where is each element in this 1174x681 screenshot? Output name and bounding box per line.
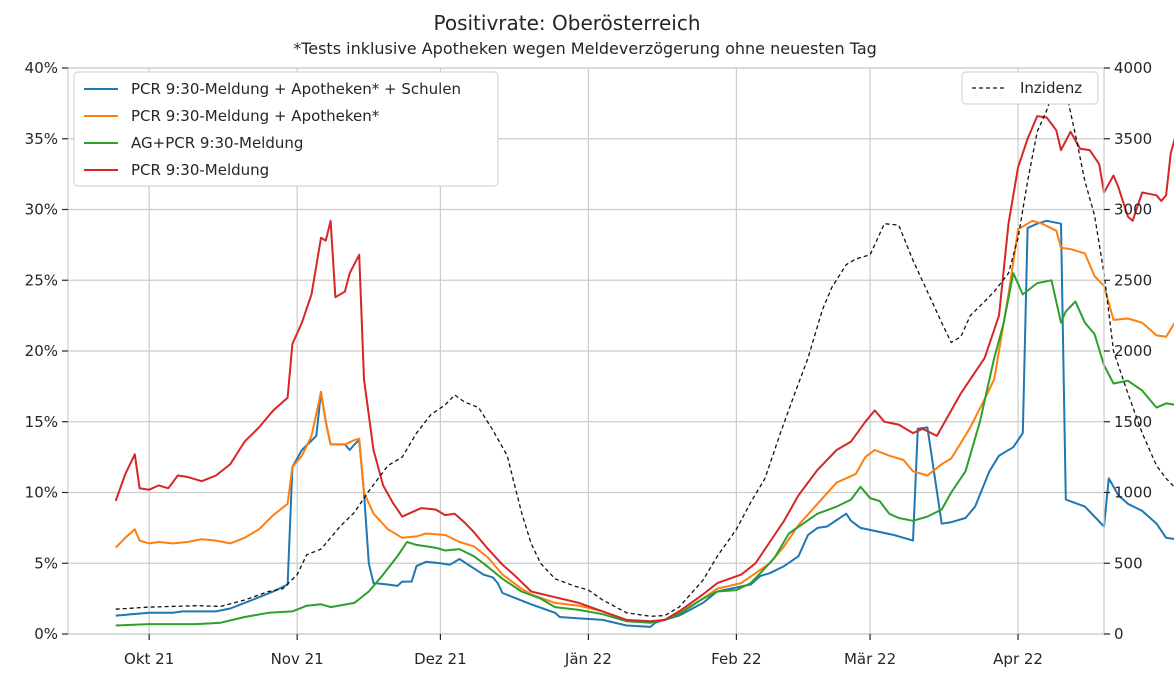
legend-left-box [73, 71, 499, 187]
x-tick-label: Jän 22 [564, 650, 612, 668]
series-line-3 [115, 272, 1174, 627]
chart-subtitle: *Tests inklusive Apotheken wegen Meldeve… [293, 39, 877, 58]
x-tick-label: Dez 21 [414, 650, 467, 668]
y-left-tick-label: 30% [25, 201, 58, 219]
y-left-tick-label: 0% [34, 625, 58, 643]
x-tick-label: Mär 22 [844, 650, 896, 668]
legend-right-box [961, 71, 1099, 105]
y-right-tick-label: 0 [1114, 625, 1124, 643]
y-left-tick-label: 10% [25, 484, 58, 502]
legend-left-label-4: PCR 9:30-Meldung [131, 161, 269, 179]
y-right-tick-label: 3500 [1114, 130, 1152, 148]
legend-right: Inzidenz [961, 71, 1099, 105]
y-left-tick-label: 40% [25, 59, 58, 77]
x-tick-label: Okt 21 [124, 650, 174, 668]
y-right-tick-label: 1000 [1114, 484, 1152, 502]
y-right-tick-label: 2000 [1114, 342, 1152, 360]
legend-left-label-1: PCR 9:30-Meldung + Apotheken* + Schulen [131, 80, 461, 98]
y-right-tick-label: 4000 [1114, 59, 1152, 77]
legend-left: PCR 9:30-Meldung + Apotheken* + Schulen P… [73, 71, 499, 187]
x-tick-label: Feb 22 [711, 650, 761, 668]
legend-left-label-3: AG+PCR 9:30-Meldung [131, 134, 303, 152]
y-left-tick-label: 25% [25, 271, 58, 289]
x-tick-label: Nov 21 [271, 650, 324, 668]
y-right-tick-label: 2500 [1114, 271, 1152, 289]
legend-right-label: Inzidenz [1020, 79, 1082, 97]
y-left-tick-label: 20% [25, 342, 58, 360]
y-right-tick-label: 1500 [1114, 413, 1152, 431]
legend-left-label-2: PCR 9:30-Meldung + Apotheken* [131, 107, 380, 125]
series-line-4 [114, 115, 1174, 623]
y-left-tick-label: 35% [25, 130, 58, 148]
tick-layer: 0% 0 5% 500 10% 1000 15% 1500 20% 2000 25% 2500 30% 3… [25, 59, 1153, 668]
y-left-tick-label: 5% [34, 554, 58, 572]
series-line-5 [115, 81, 1174, 617]
chart-title: Positivrate: Oberösterreich [433, 11, 700, 35]
series-layer [114, 81, 1174, 628]
y-right-tick-label: 3000 [1114, 201, 1152, 219]
y-left-tick-label: 15% [25, 413, 58, 431]
x-tick-label: Apr 22 [993, 650, 1043, 668]
y-right-tick-label: 500 [1114, 554, 1143, 572]
series-line-1 [115, 219, 1174, 628]
